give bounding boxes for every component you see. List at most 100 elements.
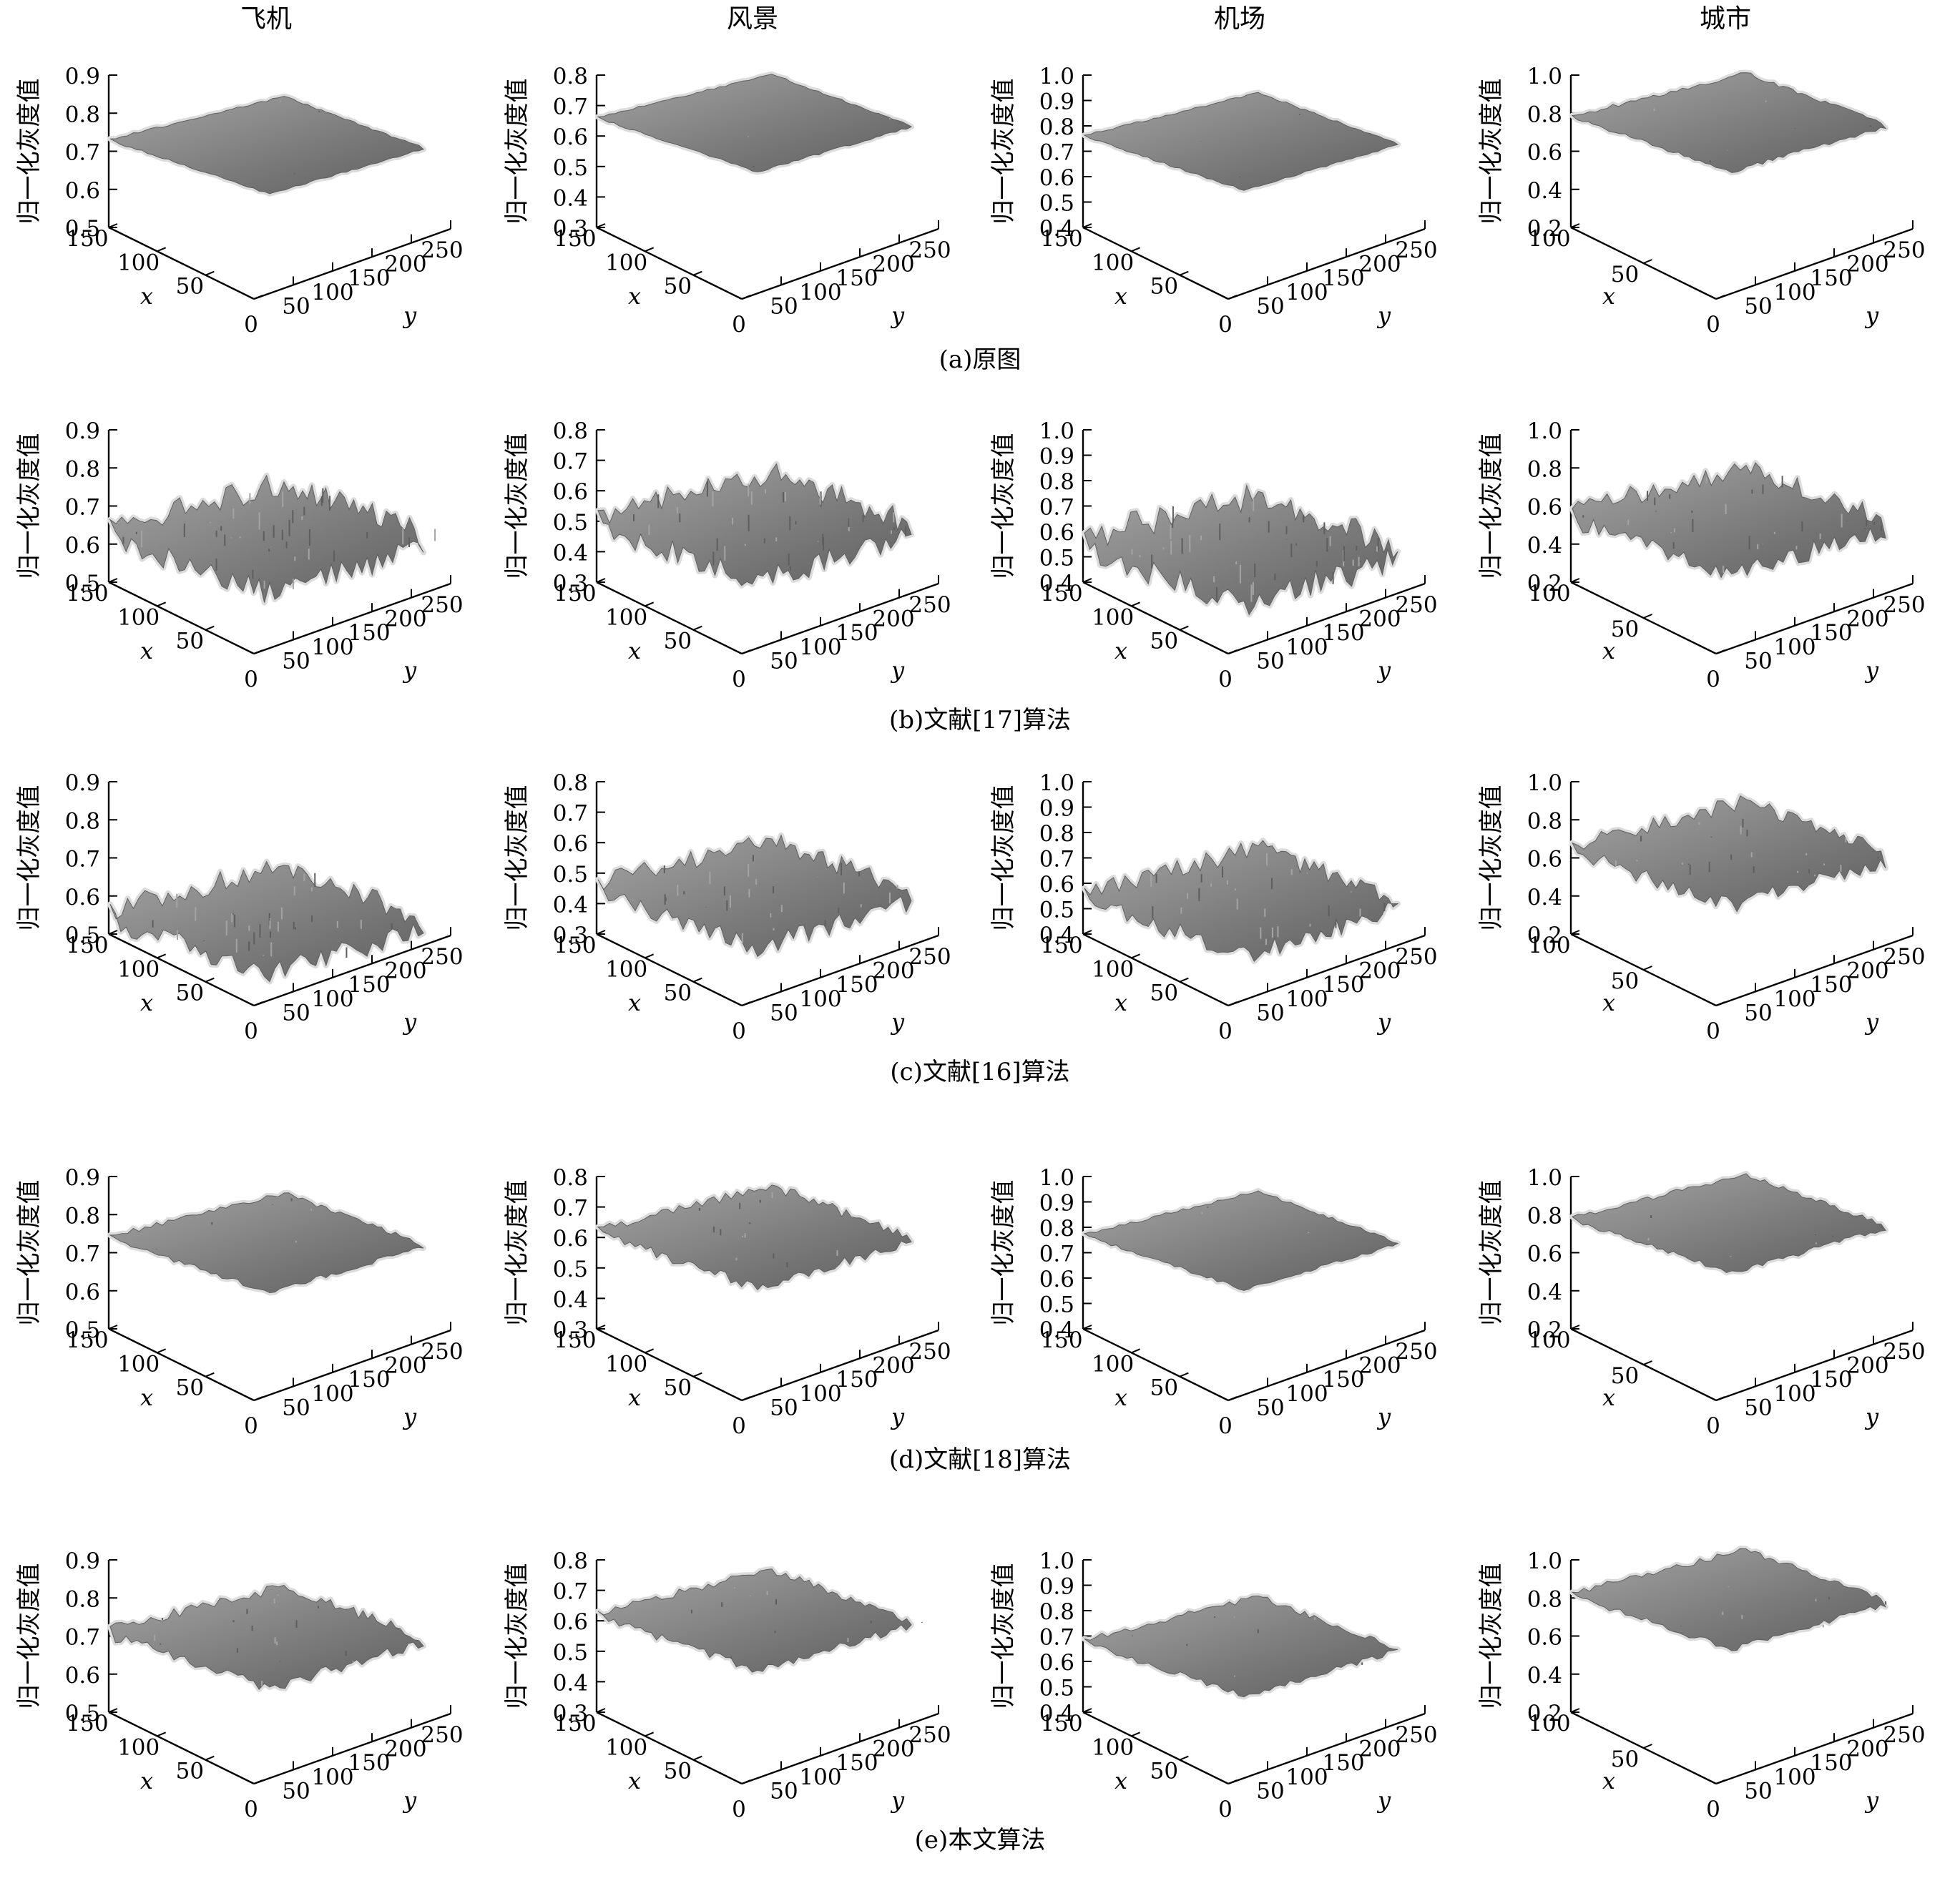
x-axis: [108, 1711, 255, 1785]
z-tick-label: 0.8: [1527, 102, 1562, 127]
x-tick-label: 0: [732, 1413, 746, 1439]
z-tick-label: 0.5: [553, 155, 588, 181]
y-tick-label: 100: [1285, 634, 1328, 660]
y-axis-label: y: [1864, 1008, 1879, 1036]
z-tick-label: 0.9: [65, 64, 100, 89]
y-tick-label: 100: [799, 634, 841, 660]
z-tick-label: 0.8: [1039, 469, 1074, 495]
x-axis: [108, 581, 255, 655]
z-tick-label: 0.5: [65, 923, 100, 948]
y-tick-label: 250: [421, 237, 463, 263]
y-axis-label: y: [402, 302, 417, 329]
y-axis: [1228, 934, 1426, 1007]
x-tick-label: 100: [1092, 956, 1134, 982]
x-tick: [1570, 930, 1580, 935]
x-tick-label: 150: [554, 226, 596, 252]
z-tick-label: 0.4: [1527, 533, 1562, 559]
x-axis: [596, 1711, 743, 1785]
z-axis-label: 归一化灰度值: [1477, 433, 1506, 579]
z-tick-label: 0.7: [65, 1625, 100, 1651]
x-axis: [596, 933, 743, 1007]
z-tick-label: 0.6: [65, 178, 100, 204]
x-tick-label: 0: [1218, 312, 1233, 338]
y-tick-label: 250: [1395, 1722, 1437, 1748]
z-tick-label: 0.6: [1039, 1650, 1074, 1676]
y-axis: [1715, 1329, 1914, 1402]
y-tick-label: 250: [421, 1339, 463, 1365]
y-tick-label: 250: [1883, 237, 1925, 263]
y-tick-label: 100: [1773, 280, 1816, 305]
z-tick-label: 0.3: [553, 216, 588, 242]
y-axis-label: y: [1864, 1787, 1879, 1814]
row-caption: (c)文献[16]算法: [890, 1058, 1069, 1086]
x-tick: [205, 270, 215, 276]
z-tick-label: 0.6: [1039, 872, 1074, 898]
surface: [597, 74, 913, 172]
z-tick-label: 0.8: [553, 1165, 588, 1191]
y-tick-label: 50: [282, 648, 310, 674]
z-tick-label: 0.9: [65, 1548, 100, 1574]
y-tick-label: 200: [1846, 958, 1888, 984]
x-tick: [1643, 1360, 1652, 1365]
y-axis-label: y: [890, 1787, 905, 1814]
z-tick-label: 1.0: [1527, 1165, 1562, 1191]
y-tick-label: 200: [384, 606, 426, 632]
x-tick: [596, 578, 606, 583]
z-tick-label: 0.4: [1527, 1663, 1562, 1689]
y-tick-label: 150: [836, 620, 878, 646]
z-tick-label: 0.5: [65, 216, 100, 242]
z-tick-label: 0.5: [1039, 898, 1074, 923]
y-tick-label: 200: [1358, 958, 1401, 984]
y-axis: [1715, 582, 1914, 655]
y-tick-label: 250: [1395, 944, 1437, 970]
z-axis-label: 归一化灰度值: [989, 785, 1018, 931]
y-tick-label: 150: [836, 1750, 878, 1776]
x-tick: [1570, 1325, 1580, 1330]
x-tick: [1082, 223, 1092, 228]
x-tick: [596, 223, 606, 228]
z-tick-label: 0.5: [553, 1257, 588, 1282]
y-tick-label: 100: [311, 1764, 353, 1790]
z-tick-label: 0.4: [553, 540, 588, 566]
y-tick-label: 250: [908, 1339, 951, 1365]
x-tick: [108, 1708, 118, 1713]
z-tick-label: 0.2: [1527, 216, 1562, 242]
y-tick-label: 50: [1744, 1000, 1772, 1026]
y-axis: [1228, 1329, 1426, 1402]
x-tick: [692, 1372, 702, 1377]
x-axis-label: x: [1602, 1384, 1615, 1411]
x-tick-label: 100: [1092, 1734, 1134, 1760]
surface: [597, 1184, 912, 1291]
x-axis: [108, 933, 255, 1007]
x-tick-label: 100: [605, 250, 647, 275]
row-caption: (d)文献[18]算法: [889, 1445, 1071, 1474]
surface: [1572, 1173, 1886, 1273]
z-axis-label: 归一化灰度值: [503, 1563, 531, 1709]
y-tick-label: 150: [348, 972, 390, 998]
x-tick-label: 0: [1218, 1018, 1233, 1044]
z-tick-label: 0.4: [1527, 1280, 1562, 1305]
y-tick-label: 50: [770, 1000, 798, 1026]
x-tick: [205, 1755, 215, 1761]
x-tick: [157, 601, 167, 607]
x-axis-label: x: [1114, 637, 1127, 664]
z-tick-label: 0.4: [553, 185, 588, 211]
y-tick-label: 100: [1285, 1764, 1328, 1790]
x-tick: [1179, 625, 1189, 631]
y-tick-label: 50: [1256, 1395, 1284, 1420]
z-tick-label: 0.5: [553, 1640, 588, 1666]
x-axis-label: x: [1602, 637, 1615, 664]
x-axis: [596, 226, 743, 300]
y-tick-label: 50: [1256, 1778, 1284, 1804]
y-axis-label: y: [890, 302, 905, 329]
x-tick-label: 100: [1528, 1327, 1570, 1353]
x-tick-label: 100: [117, 956, 160, 982]
z-tick-label: 0.4: [1527, 178, 1562, 204]
x-tick: [1131, 247, 1141, 252]
x-tick-label: 0: [1706, 1797, 1720, 1822]
